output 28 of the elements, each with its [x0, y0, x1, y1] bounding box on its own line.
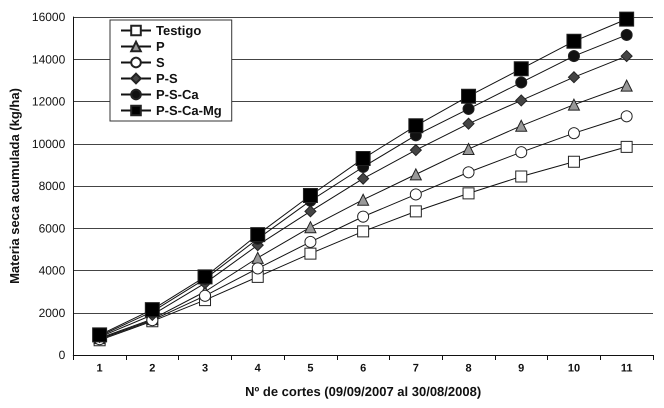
y-tick-label: 10000 — [32, 136, 66, 151]
y-tick-label: 2000 — [38, 306, 66, 320]
legend-label: P-S — [156, 71, 178, 86]
x-tick-label: 2 — [149, 362, 156, 374]
x-tick-label: 11 — [620, 362, 632, 374]
y-tick-label: 4000 — [38, 264, 66, 278]
legend-label: P-S-Ca — [156, 87, 200, 102]
legend-label: P — [156, 39, 165, 54]
legend-label: P-S-Ca-Mg — [156, 103, 222, 118]
y-axis-title: Materia seca acumulada (kg/ha) — [7, 88, 22, 284]
legend-label: S — [156, 55, 165, 70]
legend-label: Testigo — [156, 23, 202, 38]
y-tick-label: 8000 — [38, 179, 66, 193]
y-tick-label: 12000 — [32, 94, 66, 108]
x-tick-label: 4 — [254, 362, 262, 374]
y-tick-label: 0 — [58, 348, 66, 362]
x-tick-label: 9 — [518, 362, 524, 374]
y-tick-label: 6000 — [38, 221, 66, 236]
y-tick-label: 16000 — [32, 10, 66, 24]
x-tick-label: 5 — [307, 362, 314, 374]
x-tick-label: 1 — [96, 362, 103, 374]
x-tick-label: 6 — [360, 362, 366, 374]
x-tick-label: 7 — [412, 362, 419, 374]
x-axis-title: Nº de cortes (09/09/2007 al 30/08/2008) — [245, 384, 482, 399]
y-tick-label: 14000 — [32, 52, 66, 66]
x-tick-label: 10 — [568, 362, 580, 374]
x-tick-label: 8 — [465, 362, 472, 374]
x-tick-label: 3 — [202, 362, 208, 374]
